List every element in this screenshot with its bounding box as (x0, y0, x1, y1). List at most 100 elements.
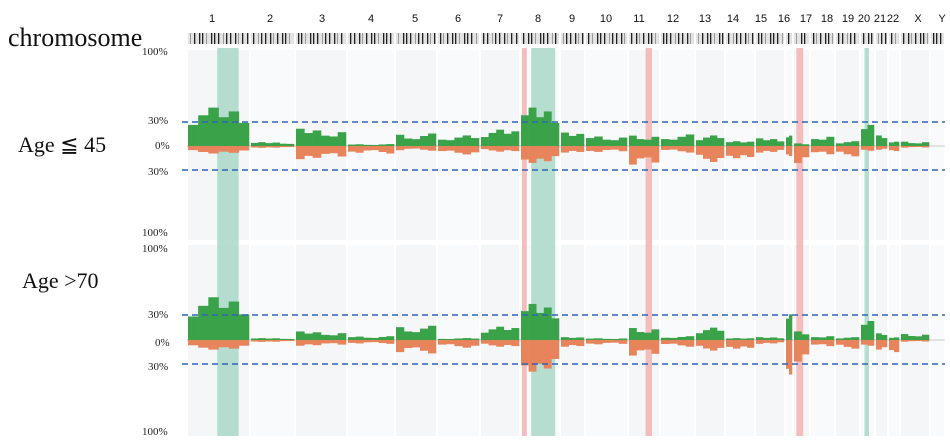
panel-2-loss-bar-chr-12 (685, 340, 695, 347)
panel-2-loss-bar-chr-15 (777, 340, 785, 343)
panel-2-gain-bar-chr-20 (861, 324, 868, 340)
panel-2-gain-bar-chr-12 (669, 337, 678, 340)
panel-1-gain-bar-chr-X (915, 143, 923, 146)
ideogram-band-chr-9 (566, 33, 568, 44)
panel-2-gain-bar-chr-9 (561, 337, 569, 340)
panel-1-gain-bar-chr-13 (717, 138, 725, 146)
ideogram-band-chr-X (927, 33, 928, 44)
ideogram-band-chr-2 (270, 33, 272, 44)
panel-1-gain-bar-chr-16 (786, 137, 790, 146)
panel-1-gain-bar-chr-14 (740, 142, 748, 146)
panel-1-loss-bar-chr-4 (386, 146, 395, 154)
panel-2-loss-bar-chr-6 (470, 340, 480, 346)
ideogram-band-chr-9 (575, 33, 577, 44)
panel-1-loss-bar-chr-15 (763, 146, 771, 151)
panel-1-gain-bar-chr-7 (511, 131, 520, 146)
panel-2-gain-bar-chr-17 (801, 334, 810, 340)
panel-2-loss-bar-chr-2 (258, 340, 266, 342)
panel-2-gain-bar-chr-19 (836, 338, 844, 340)
panel-2-loss-bar-chr-11 (629, 340, 637, 356)
ideogram-chr-6 (438, 33, 479, 44)
panel-2-loss-bar-chr-2 (272, 340, 280, 342)
panel-2-loss-bar-chr-1 (188, 340, 199, 346)
panel-2-gain-bar-chr-4 (355, 336, 364, 340)
panel-1-gain-bar-chr-6 (438, 139, 447, 146)
chromosome-label-2: 2 (267, 13, 273, 25)
panel-1-gain-bar-chr-13 (703, 137, 711, 146)
panel-2-gain-bar-chr-2 (251, 338, 259, 340)
panel-2-gain-bar-chr-14 (740, 338, 748, 340)
panel-1-loss-bar-chr-11 (651, 146, 660, 163)
panel-2-loss-bar-chr-1 (198, 340, 209, 348)
panel-2-gain-bar-chr-5 (412, 332, 421, 340)
panel-1-gain-bar-chr-15 (763, 140, 771, 146)
ideogram-band-chr-4 (386, 33, 388, 44)
panel-1-loss-bar-chr-2 (258, 146, 266, 148)
panel-1-gain-bar-chr-4 (371, 144, 379, 146)
panel-1-loss-bar-chr-2 (286, 146, 295, 148)
panel-1-gain-bar-chr-10 (610, 140, 620, 146)
panel-2-gain-bar-chr-5 (396, 327, 405, 340)
panel-2-gain-bar-chr-1 (218, 307, 229, 340)
panel-2-loss-bar-chr-9 (568, 340, 577, 346)
highlight-green-chr-20 (864, 48, 869, 436)
panel-1-loss-bar-chr-X (915, 146, 923, 148)
panel-1-label: Age ≦ 45 (18, 132, 106, 157)
ideogram-band-chr-6 (464, 33, 466, 44)
panel-2-gain-bar-chr-4 (371, 337, 379, 340)
panel-2-gain-bar-chr-9 (576, 337, 585, 340)
panel-1-gain-bar-chr-2 (272, 142, 280, 146)
panel-1-gain-bar-chr-4 (378, 144, 387, 146)
panel-2-loss-bar-chr-X (908, 340, 916, 342)
ideogram-band-chr-1 (218, 33, 220, 44)
ideogram-band-chr-5 (403, 33, 405, 44)
panel-2-loss-bar-chr-2 (251, 340, 259, 342)
panel-2-gain-bar-chr-10 (602, 338, 611, 340)
ideogram-band-chr-7 (492, 33, 493, 44)
ideogram-band-chr-13 (707, 33, 709, 44)
panel-1-gain-bar-chr-4 (363, 144, 372, 146)
panel-1-gain-bar-chr-3 (296, 128, 305, 146)
panel-1-gain-bar-chr-11 (644, 139, 652, 146)
panel-1-loss-bar-chr-1 (228, 146, 240, 153)
panel-2-loss-bar-chr-2 (286, 340, 295, 342)
panel-1-loss-bar-chr-10 (618, 146, 628, 152)
ideogram-band-chr-3 (313, 33, 315, 44)
ideogram-band-chr-6 (455, 33, 457, 44)
panel-1-loss-bar-chr-X (908, 146, 916, 148)
panel-2-loss-bar-chr-5 (420, 340, 429, 351)
ideogram-band-chr-3 (301, 33, 303, 44)
panel-1-gain-bar-chr-8 (521, 115, 529, 146)
ideogram-band-chr-5 (434, 33, 436, 44)
panel-1-loss-bar-chr-14 (747, 146, 755, 157)
panel-2-gain-bar-chr-5 (404, 331, 413, 340)
panel-1-loss-bar-chr-4 (378, 146, 387, 153)
panel-1-loss-bar-chr-3 (337, 146, 347, 157)
panel-1-column-bg-chr-Y (931, 50, 944, 240)
panel-2-loss-bar-chr-10 (602, 340, 611, 343)
panel-1-gain-bar-chr-7 (481, 137, 489, 146)
ideogram-band-chr-17 (801, 33, 803, 44)
panel-1-loss-bar-chr-10 (610, 146, 620, 150)
panel-1-loss-bar-chr-13 (717, 146, 725, 158)
panel-2-gain-bar-chr-11 (629, 328, 637, 340)
ideogram-band-chr-16 (788, 33, 790, 44)
ideogram-band-chr-6 (476, 33, 477, 44)
chromosome-label-8: 8 (535, 13, 541, 25)
panel-1-loss-bar-chr-9 (568, 146, 577, 151)
ideogram-band-chr-4 (390, 33, 392, 44)
panel-2-gain-bar-chr-4 (348, 337, 356, 340)
panel-1-loss-bar-chr-7 (496, 146, 505, 152)
ideogram-band-chr-8 (543, 33, 545, 44)
chromosome-label-1: 1 (209, 13, 215, 25)
panel-2-loss-bar-chr-15 (763, 340, 771, 343)
ideogram-band-chr-10 (588, 33, 590, 44)
panel-2-gain-bar-chr-11 (651, 329, 660, 340)
panel-1-loss-bar-chr-19 (836, 146, 844, 152)
ideogram-band-chr-10 (609, 33, 610, 44)
panel-2-loss-bar-chr-13 (717, 340, 725, 348)
chromosome-label-16: 16 (778, 13, 790, 25)
panel-2-loss-bar-chr-6 (462, 340, 472, 348)
panel-1-loss-bar-chr-19 (851, 146, 860, 157)
panel-2-loss-bar-chr-6 (438, 340, 447, 345)
